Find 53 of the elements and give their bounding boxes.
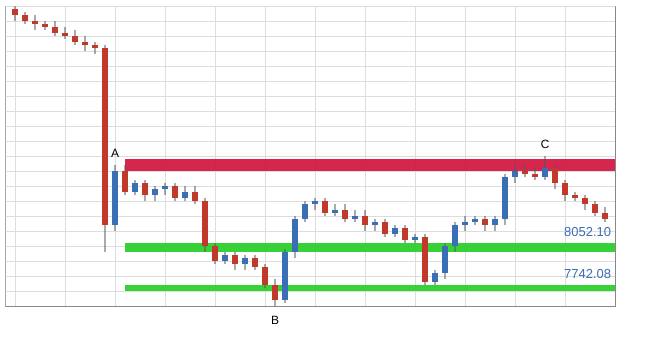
candlestick: [372, 218, 378, 232]
candlestick: [302, 200, 308, 222]
candlestick: [172, 182, 178, 202]
candlestick: [152, 186, 158, 202]
candlestick: [322, 198, 328, 216]
candlestick: [92, 42, 98, 54]
candlestick: [542, 156, 548, 180]
candlestick: [242, 254, 248, 270]
candlestick: [462, 216, 468, 232]
candlestick: [222, 252, 228, 264]
candlestick: [262, 264, 268, 288]
candlestick: [52, 20, 58, 36]
candlestick: [232, 252, 238, 270]
candlestick: [212, 242, 218, 264]
candlestick: [252, 254, 258, 270]
candlestick: [392, 224, 398, 238]
annotation: A: [110, 146, 120, 160]
candlestick: [32, 14, 38, 30]
candlestick: [62, 26, 68, 40]
candlestick: [532, 168, 538, 180]
band-label: 8052.10: [564, 224, 611, 239]
candlestick: [142, 180, 148, 202]
candlestick: [122, 164, 128, 196]
candlestick: [82, 36, 88, 52]
candlestick: [12, 6, 18, 22]
candlestick: [382, 218, 388, 238]
candlestick: [272, 278, 278, 306]
candlestick: [492, 216, 498, 232]
band-label: 7742.08: [564, 266, 611, 281]
candlestick: [602, 206, 608, 222]
candlestick: [182, 186, 188, 202]
candlestick: [192, 186, 198, 204]
candlestick: [592, 200, 598, 216]
candlestick: [562, 180, 568, 202]
candlestick: [452, 222, 458, 252]
candlestick: [482, 216, 488, 232]
candlestick: [342, 204, 348, 222]
candlestick: [132, 180, 138, 196]
candlestick: [582, 194, 588, 210]
candlestick: [72, 30, 78, 46]
candlestick: [352, 210, 358, 222]
candlestick: [552, 164, 558, 190]
annotation: B: [270, 313, 280, 327]
annotation: C: [540, 137, 550, 151]
candlestick: [362, 210, 368, 232]
candlestick: [402, 224, 408, 244]
candlestick: [512, 164, 518, 184]
candlestick: [312, 198, 318, 210]
candlestick: [162, 182, 168, 196]
candlestick: [332, 204, 338, 216]
candlestick: [22, 12, 28, 24]
candlestick: [522, 164, 528, 178]
candlestick: [432, 270, 438, 286]
